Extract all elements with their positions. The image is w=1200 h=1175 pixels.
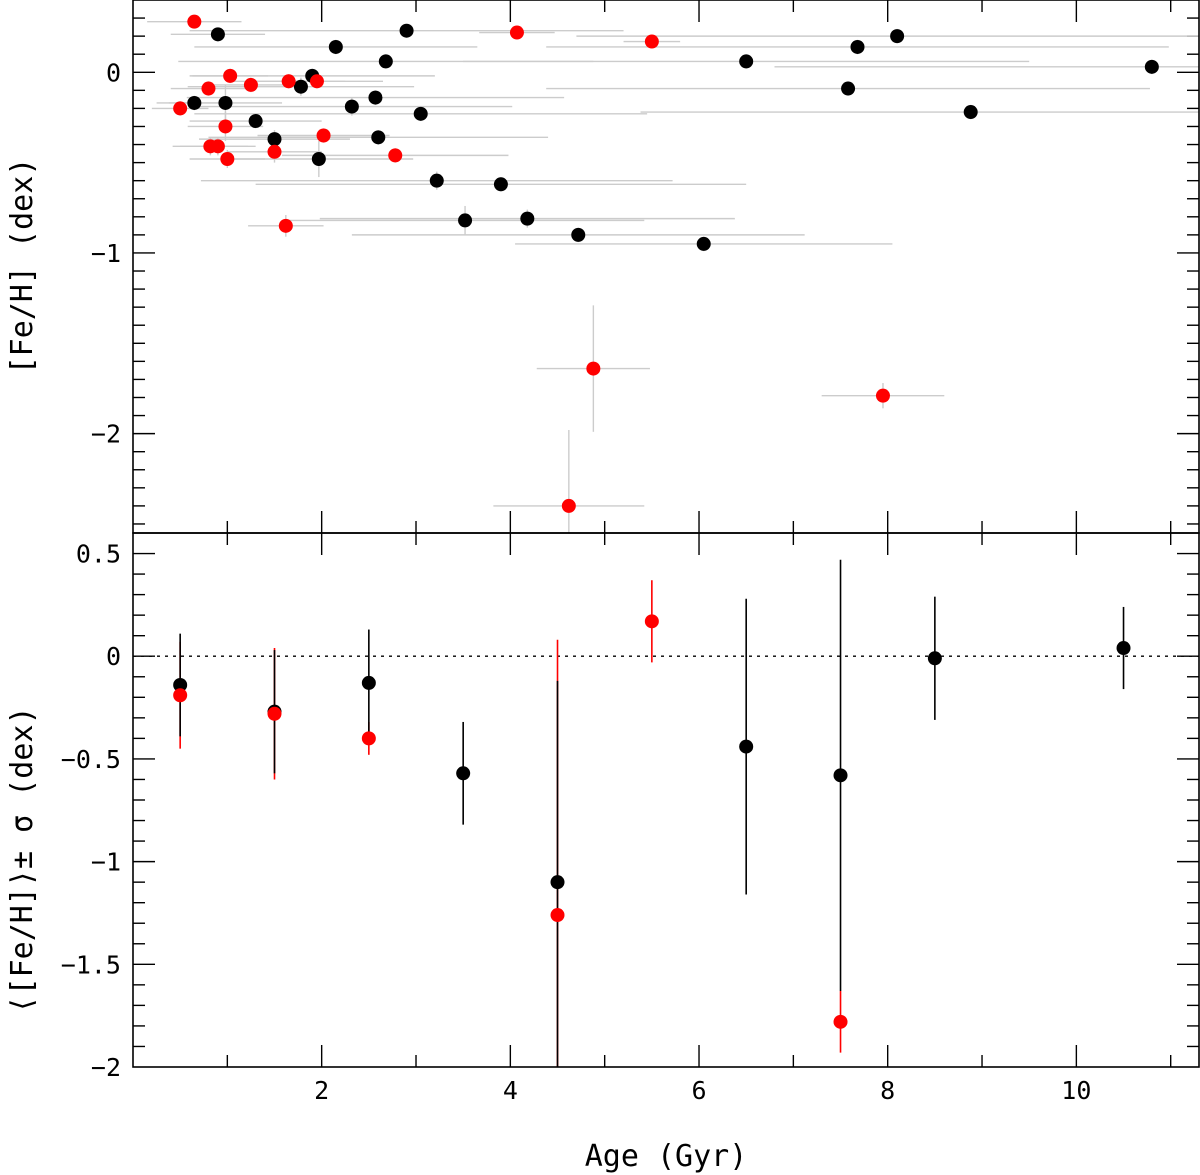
black-data-point bbox=[413, 106, 428, 121]
black-data-point bbox=[739, 54, 754, 69]
black-mean-point bbox=[550, 875, 565, 890]
y-tick-label: 0 bbox=[106, 642, 121, 671]
red-mean-point bbox=[644, 614, 659, 629]
top-y-tick-labels: 0 −1 −2 bbox=[91, 58, 121, 448]
red-data-point bbox=[243, 77, 258, 92]
black-data-point bbox=[696, 236, 711, 251]
black-data-point bbox=[1144, 59, 1159, 74]
top-y-axis-title: [Fe/H] (dex) bbox=[5, 158, 40, 375]
black-mean-point bbox=[927, 651, 942, 666]
black-data-point bbox=[328, 39, 343, 54]
red-data-point bbox=[388, 148, 403, 163]
black-data-point bbox=[571, 227, 586, 242]
black-mean-point bbox=[833, 768, 848, 783]
y-tick-label: −2 bbox=[91, 420, 121, 449]
x-tick-label: 8 bbox=[880, 1076, 895, 1105]
red-data-point bbox=[309, 74, 324, 89]
y-tick-label: −1.5 bbox=[61, 950, 121, 979]
black-mean-point bbox=[1116, 641, 1131, 656]
red-data-point bbox=[509, 25, 524, 40]
black-data-point bbox=[399, 23, 414, 38]
y-tick-label: −2 bbox=[91, 1053, 121, 1082]
red-data-point bbox=[223, 68, 238, 83]
red-mean-point bbox=[173, 688, 188, 703]
red-data-point bbox=[218, 119, 233, 134]
red-mean-point bbox=[267, 706, 282, 721]
black-data-point bbox=[368, 90, 383, 105]
black-data-point bbox=[187, 95, 202, 110]
x-tick-label: 4 bbox=[503, 1076, 518, 1105]
y-tick-label: 0 bbox=[106, 58, 121, 87]
bottom-y-axis-title: ⟨[Fe/H]⟩± σ (dex) bbox=[5, 706, 40, 1013]
black-data-point bbox=[311, 151, 326, 166]
black-data-point bbox=[218, 95, 233, 110]
y-tick-label: −0.5 bbox=[61, 745, 121, 774]
black-data-point bbox=[458, 213, 473, 228]
red-data-point bbox=[201, 81, 216, 96]
black-data-point bbox=[371, 130, 386, 145]
top-data-points bbox=[173, 14, 1159, 513]
black-data-point bbox=[850, 39, 865, 54]
red-data-point bbox=[220, 151, 235, 166]
black-data-point bbox=[378, 54, 393, 69]
red-data-point bbox=[316, 128, 331, 143]
red-data-point bbox=[267, 144, 282, 159]
black-mean-point bbox=[739, 739, 754, 754]
top-panel: 0 −1 −2 [Fe/H] (dex) bbox=[5, 0, 1200, 534]
red-mean-point bbox=[833, 1014, 848, 1029]
x-tick-labels: 2 4 6 8 10 bbox=[314, 1076, 1091, 1105]
red-data-point bbox=[561, 498, 576, 513]
red-data-point bbox=[644, 34, 659, 49]
bottom-data-points bbox=[173, 614, 1131, 1029]
black-data-point bbox=[841, 81, 856, 96]
bottom-axis-ticks bbox=[133, 533, 1199, 1067]
black-data-point bbox=[520, 211, 535, 226]
black-data-point bbox=[963, 105, 978, 120]
red-data-point bbox=[875, 388, 890, 403]
black-mean-point bbox=[361, 675, 376, 690]
black-data-point bbox=[493, 177, 508, 192]
bottom-y-tick-labels: 0.5 0 −0.5 −1 −1.5 −2 bbox=[61, 540, 121, 1082]
black-data-point bbox=[248, 114, 263, 129]
red-data-point bbox=[173, 101, 188, 116]
y-tick-label: 0.5 bbox=[76, 540, 121, 569]
black-data-point bbox=[210, 27, 225, 42]
x-axis-title: Age (Gyr) bbox=[585, 1139, 748, 1174]
black-mean-point bbox=[173, 677, 188, 692]
black-data-point bbox=[267, 132, 282, 147]
y-tick-label: −1 bbox=[91, 848, 121, 877]
top-axis-ticks bbox=[133, 0, 1199, 533]
black-data-point bbox=[293, 79, 308, 94]
x-tick-label: 10 bbox=[1061, 1076, 1091, 1105]
black-mean-point bbox=[456, 766, 471, 781]
red-mean-point bbox=[550, 908, 565, 923]
bottom-plot-frame bbox=[132, 532, 1200, 1068]
black-data-point bbox=[890, 29, 905, 44]
red-data-point bbox=[586, 361, 601, 376]
y-tick-label: −1 bbox=[91, 239, 121, 268]
black-data-point bbox=[344, 99, 359, 114]
red-data-point bbox=[278, 218, 293, 233]
x-tick-label: 2 bbox=[314, 1076, 329, 1105]
x-tick-label: 6 bbox=[691, 1076, 706, 1105]
black-data-point bbox=[429, 173, 444, 188]
red-data-point bbox=[281, 74, 296, 89]
red-mean-point bbox=[361, 731, 376, 746]
red-data-point bbox=[187, 14, 202, 29]
red-data-point bbox=[210, 139, 225, 154]
bottom-panel: 0.5 0 −0.5 −1 −1.5 −2 2 4 6 8 10 ⟨[Fe/H]⟩± σ (dex… bbox=[5, 532, 1200, 1174]
